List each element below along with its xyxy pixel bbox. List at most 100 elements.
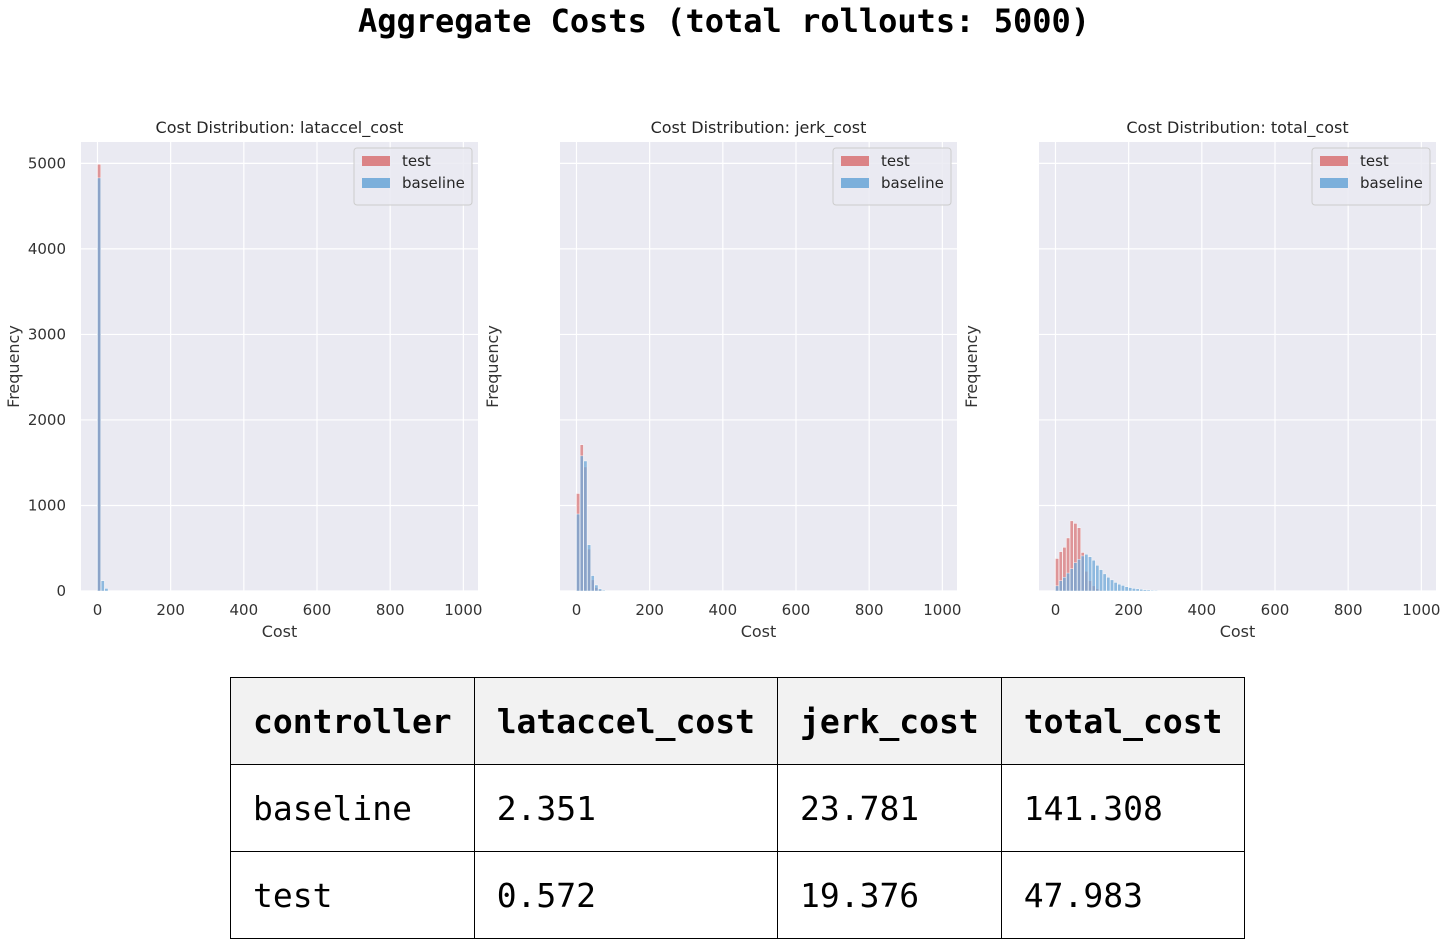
x-tick-label: 1000 — [444, 601, 482, 619]
histogram-bar-baseline — [598, 588, 602, 592]
histogram-bar-baseline — [1106, 577, 1111, 592]
histogram-bar-baseline — [587, 544, 591, 592]
y-tick-label: 5000 — [28, 154, 66, 172]
histogram-bar-baseline — [583, 460, 588, 592]
histogram-bar-baseline — [1091, 560, 1096, 592]
histogram-bar-baseline — [594, 584, 599, 592]
histogram-bar-baseline — [576, 513, 580, 592]
x-tick-label: 1000 — [923, 601, 961, 619]
legend-swatch-baseline — [362, 178, 390, 188]
x-tick-label: 400 — [709, 601, 738, 619]
x-tick-label: 800 — [855, 601, 884, 619]
histogram-bar-baseline — [1154, 590, 1158, 592]
x-tick-label: 600 — [782, 601, 811, 619]
legend-label-test: test — [402, 152, 431, 170]
y-axis-label: Frequency — [962, 325, 981, 408]
column-header: total_cost — [1000, 677, 1246, 765]
x-tick-label: 200 — [1114, 601, 1143, 619]
table-header-row: controller lataccel_cost jerk_cost total… — [230, 677, 1246, 765]
legend-label-baseline: baseline — [1360, 174, 1423, 192]
table-cell: 47.983 — [1000, 851, 1246, 939]
histogram-bar-baseline — [590, 575, 595, 592]
x-tick-label: 800 — [1334, 601, 1363, 619]
histogram-bar-baseline — [1095, 565, 1100, 592]
legend-swatch-test — [1320, 156, 1348, 166]
histogram-bar-baseline — [1069, 568, 1074, 592]
histogram-bar-baseline — [1062, 577, 1067, 592]
histogram-bar-baseline — [1077, 559, 1081, 592]
summary-table: controller lataccel_cost jerk_cost total… — [230, 677, 1246, 939]
legend-label-test: test — [1360, 152, 1389, 170]
table-cell: test — [230, 851, 475, 939]
legend-swatch-test — [362, 156, 390, 166]
x-tick-label: 1000 — [1402, 601, 1440, 619]
plot-background — [560, 142, 957, 591]
y-tick-label: 0 — [56, 582, 66, 600]
legend-label-baseline: baseline — [402, 174, 465, 192]
table-cell: baseline — [230, 764, 475, 852]
column-header: jerk_cost — [776, 677, 1002, 765]
chart-panel: Cost Distribution: lataccel_cost 0 200 400 6… — [4, 118, 482, 641]
chart-legend: test baseline — [353, 147, 473, 206]
chart-panel: Cost Distribution: total_cost 0 200 400 600 8… — [962, 118, 1440, 641]
histogram-bar-baseline — [1117, 583, 1122, 592]
histogram-bar-baseline — [1146, 589, 1151, 592]
column-header: controller — [230, 677, 475, 765]
x-tick-label: 200 — [635, 601, 664, 619]
histogram-bar-baseline — [1135, 588, 1140, 592]
y-axis-label: Frequency — [483, 325, 502, 408]
histogram-bar-baseline — [601, 589, 606, 592]
chart-title: Cost Distribution: total_cost — [1126, 118, 1348, 138]
histogram-bar-baseline — [1088, 556, 1092, 592]
x-tick-label: 0 — [572, 601, 582, 619]
y-axis-label: Frequency — [4, 325, 23, 408]
x-tick-label: 800 — [376, 601, 405, 619]
table-row: baseline 2.351 23.781 141.308 — [230, 764, 1246, 852]
legend-label-baseline: baseline — [881, 174, 944, 192]
histogram-bar-baseline — [1080, 555, 1085, 592]
table-cell: 2.351 — [473, 764, 778, 852]
histogram-bar-baseline — [97, 177, 101, 592]
x-tick-label: 400 — [1188, 601, 1217, 619]
table-cell: 19.376 — [776, 851, 1002, 939]
histogram-bar-baseline — [1102, 573, 1107, 592]
charts-area: Cost Distribution: lataccel_cost 0 200 400 6… — [4, 118, 1440, 641]
histogram-bar-baseline — [1113, 582, 1118, 592]
legend-label-test: test — [881, 152, 910, 170]
histogram-bar-baseline — [104, 588, 109, 592]
histogram-bar-baseline — [1055, 585, 1059, 592]
y-tick-label: 2000 — [28, 411, 66, 429]
x-axis-label: Cost — [741, 622, 777, 641]
x-axis-label: Cost — [262, 622, 298, 641]
histogram-bar-baseline — [1143, 589, 1147, 592]
chart-title: Cost Distribution: jerk_cost — [651, 118, 867, 138]
histogram-bar-baseline — [1128, 587, 1133, 592]
x-axis-label: Cost — [1220, 622, 1256, 641]
legend-swatch-baseline — [841, 178, 869, 188]
table-cell: 141.308 — [1000, 764, 1246, 852]
y-tick-label: 1000 — [28, 496, 66, 514]
chart-legend: test baseline — [1311, 147, 1431, 206]
chart-panel: Cost Distribution: jerk_cost 0 200 400 600 80… — [483, 118, 961, 641]
histogram-bar-baseline — [1121, 585, 1125, 592]
histogram-bar-baseline — [1124, 586, 1129, 592]
table-row: test 0.572 19.376 47.983 — [230, 851, 1246, 939]
x-tick-label: 0 — [93, 601, 103, 619]
histogram-bar-baseline — [1150, 590, 1155, 592]
x-tick-label: 0 — [1051, 601, 1061, 619]
y-tick-label: 4000 — [28, 240, 66, 258]
histogram-bar-baseline — [1139, 589, 1144, 592]
column-header: lataccel_cost — [473, 677, 778, 765]
legend-swatch-baseline — [1320, 178, 1348, 188]
x-tick-label: 600 — [1261, 601, 1290, 619]
histogram-bar-baseline — [1099, 569, 1103, 592]
histogram-bar-baseline — [1058, 580, 1063, 592]
plot-background — [81, 142, 478, 591]
histogram-bar-baseline — [1132, 588, 1136, 592]
chart-legend: test baseline — [832, 147, 952, 206]
histogram-bar-baseline — [100, 580, 105, 592]
x-tick-label: 400 — [230, 601, 259, 619]
histogram-bar-baseline — [1073, 562, 1078, 592]
histogram-bar-baseline — [579, 455, 584, 592]
table-cell: 23.781 — [776, 764, 1002, 852]
